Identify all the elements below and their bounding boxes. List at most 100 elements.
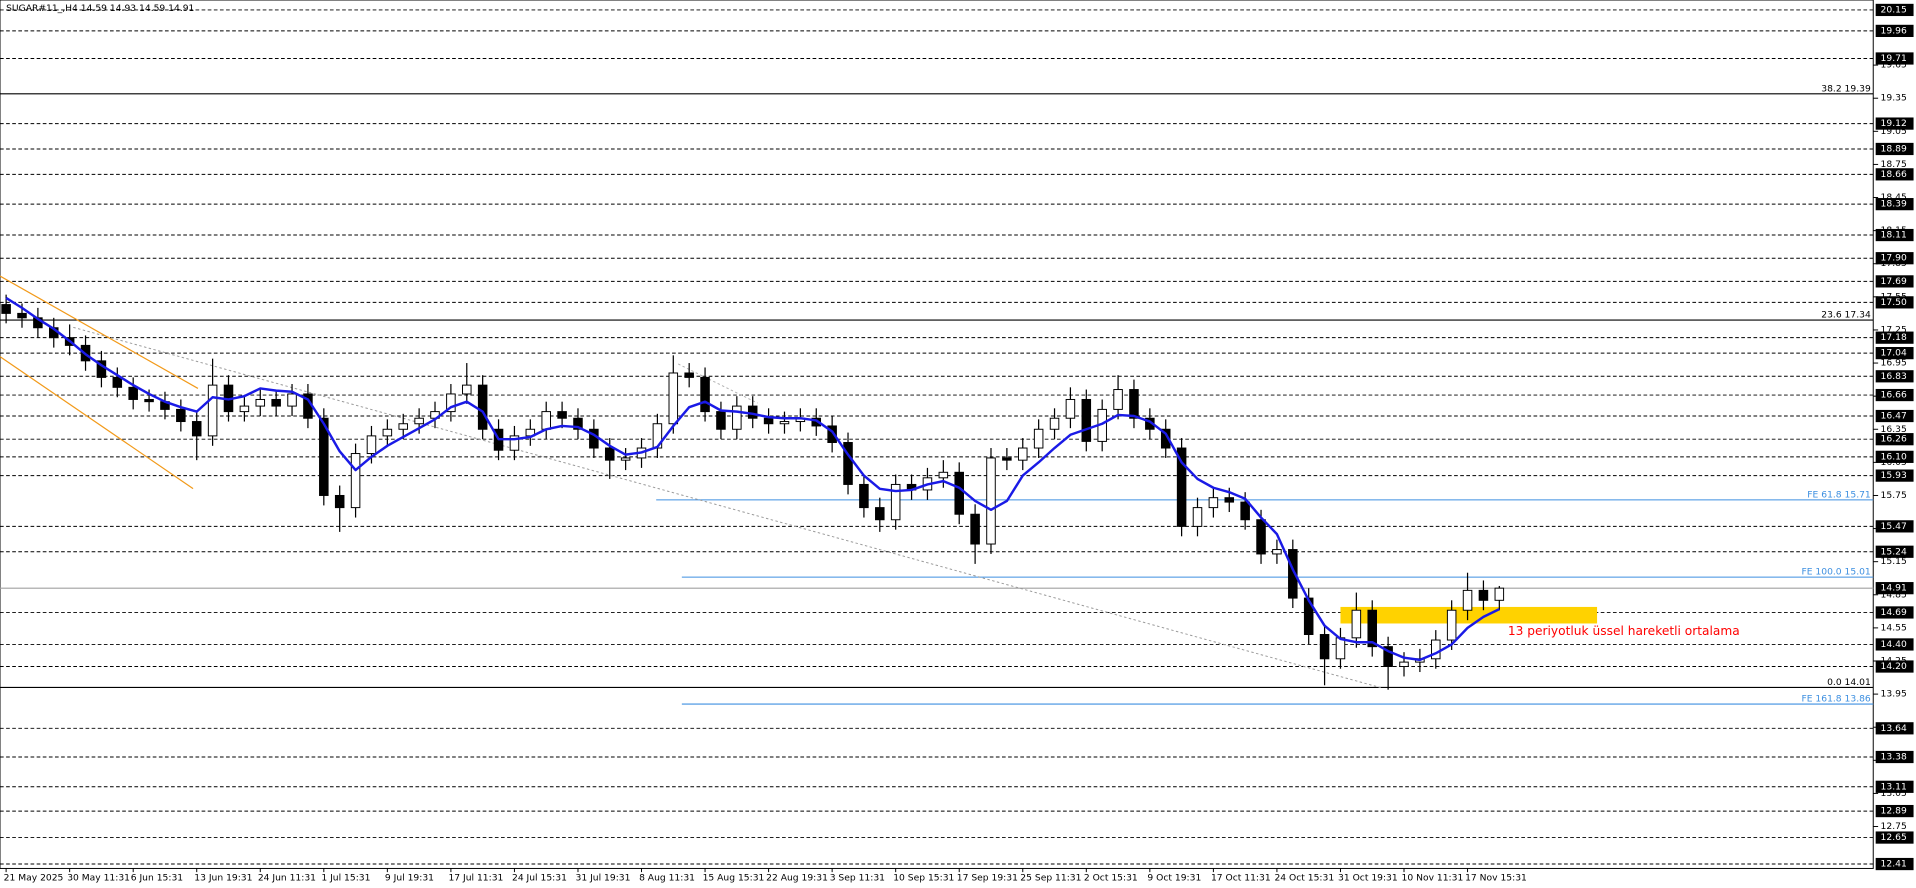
- level-label-box: [1875, 3, 1914, 17]
- y-tick-label: 19.05: [1881, 126, 1907, 137]
- y-tick-label: 16.35: [1881, 424, 1907, 435]
- x-tick-label: 30 May 11:31: [67, 873, 130, 884]
- level-label: 18.89: [1881, 143, 1907, 154]
- y-tick-label: 14.85: [1881, 589, 1907, 600]
- candle-body: [986, 457, 996, 545]
- level-label-box: [1875, 545, 1914, 558]
- x-tick-label: 24 Jun 11:31: [258, 873, 316, 884]
- level-label: 14.69: [1881, 607, 1907, 618]
- x-tick-label: 3 Sep 11:31: [830, 873, 885, 884]
- level-label: 15.24: [1881, 546, 1907, 557]
- level-label-box: [1875, 296, 1914, 309]
- level-label: 14.40: [1881, 639, 1907, 650]
- candle-body: [1192, 507, 1203, 527]
- candle-body: [1478, 589, 1489, 601]
- candle-body: [1319, 634, 1330, 660]
- x-tick-label: 24 Oct 15:31: [1274, 873, 1334, 884]
- level-label-box: [1875, 469, 1914, 482]
- y-tick-label: 19.35: [1881, 93, 1907, 104]
- fe-label: FE 61.8 15.71: [1807, 490, 1870, 501]
- candle-body: [1431, 639, 1441, 660]
- level-label-box: [1875, 52, 1914, 65]
- candle-body: [890, 483, 901, 521]
- level-label: 17.69: [1881, 276, 1907, 287]
- candle-body: [1, 304, 11, 314]
- candle-body: [747, 405, 758, 419]
- level-label: 16.10: [1881, 451, 1907, 462]
- candle-body: [763, 417, 774, 425]
- y-tick-label: 13.05: [1881, 788, 1907, 799]
- level-label-box: [1875, 520, 1914, 533]
- level-label: 16.66: [1881, 390, 1907, 401]
- candle-body: [334, 494, 345, 509]
- candle-body: [557, 411, 567, 419]
- x-tick-label: 9 Oct 19:31: [1147, 873, 1201, 884]
- x-tick-label: 13 Jun 19:31: [194, 873, 252, 884]
- candle-body: [1017, 447, 1028, 461]
- level-label: 16.26: [1881, 434, 1907, 445]
- level-label: 12.65: [1881, 832, 1907, 843]
- zone: [1340, 606, 1598, 624]
- candle-body: [1351, 609, 1362, 639]
- y-tick-label: 18.75: [1881, 159, 1907, 170]
- y-tick-label: 14.55: [1881, 622, 1907, 633]
- candle-body: [684, 372, 694, 378]
- channel-line: [0, 356, 194, 490]
- candle-body: [1446, 609, 1457, 641]
- x-tick-label: 8 Aug 11:31: [639, 873, 695, 884]
- level-label-box: [1875, 750, 1914, 764]
- candle-body: [271, 398, 281, 407]
- x-tick-label: 17 Oct 11:31: [1211, 873, 1271, 884]
- candle-body: [191, 421, 202, 437]
- candle-body: [1065, 398, 1076, 419]
- candle-body: [620, 457, 631, 461]
- level-label: 17.18: [1881, 332, 1907, 343]
- candle-body: [1002, 457, 1012, 461]
- level-label: 12.41: [1881, 859, 1907, 870]
- level-label-box: [1875, 722, 1914, 735]
- x-tick-label: 21 May 2025: [4, 873, 64, 884]
- candle-body: [239, 405, 250, 413]
- ema-line: [5, 296, 1500, 662]
- level-label-box: [1875, 388, 1914, 402]
- candle-body: [17, 312, 27, 319]
- x-tick-label: 24 Jul 15:31: [512, 873, 567, 884]
- candle-body: [207, 384, 218, 437]
- level-label-box: [1875, 370, 1914, 383]
- level-label: 17.50: [1881, 297, 1907, 308]
- candle-body: [827, 425, 837, 443]
- level-label-box: [1875, 831, 1914, 844]
- level-label-box: [1875, 198, 1914, 211]
- y-tick-label: 15.15: [1881, 556, 1907, 567]
- level-label: 20.15: [1881, 4, 1907, 15]
- candle-body: [875, 507, 885, 521]
- candle-body: [668, 372, 679, 425]
- level-label-box: [1875, 275, 1914, 288]
- last-price-label: 14.91: [1881, 583, 1907, 594]
- level-label: 13.64: [1881, 723, 1907, 734]
- level-label-box: [1875, 450, 1914, 463]
- level-label-box: [1875, 142, 1914, 156]
- x-tick-label: 17 Jul 11:31: [448, 873, 503, 884]
- level-label: 18.11: [1881, 230, 1907, 241]
- candle-body: [1256, 519, 1266, 555]
- level-label: 16.83: [1881, 371, 1907, 382]
- candle-body: [176, 408, 186, 423]
- level-label-box: [1875, 24, 1914, 38]
- x-tick-label: 6 Jun 15:31: [131, 873, 183, 884]
- level-label: 17.90: [1881, 253, 1907, 264]
- level-label: 14.20: [1881, 661, 1907, 672]
- candle-body: [1208, 497, 1219, 509]
- candle-body: [1081, 398, 1092, 442]
- candle-body: [414, 417, 424, 425]
- y-tick-label: 17.25: [1881, 324, 1907, 335]
- fe-label: FE 161.8 13.86: [1801, 694, 1870, 705]
- candle-body: [1494, 587, 1505, 601]
- candle-body: [1240, 501, 1250, 521]
- level-label: 18.66: [1881, 169, 1907, 180]
- plot-frame: [0, 0, 1874, 869]
- fib-label: 0.0 14.01: [1827, 677, 1871, 688]
- candle-body: [1160, 428, 1171, 449]
- candle-body: [509, 435, 520, 451]
